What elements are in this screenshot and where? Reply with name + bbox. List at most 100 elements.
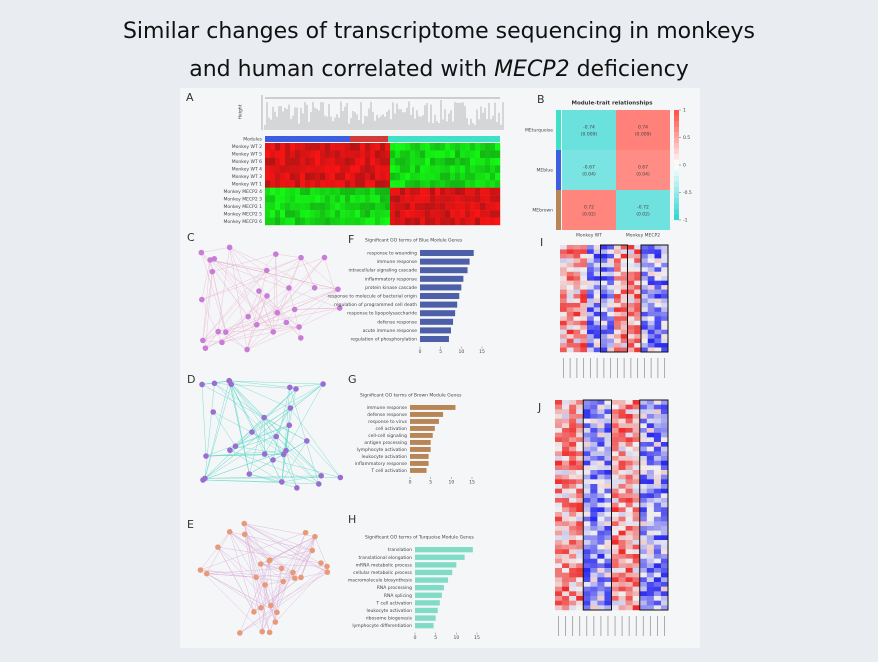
heatmap-cell: [646, 596, 655, 601]
heatmap-cell: [562, 451, 570, 457]
heatmap-cell: [555, 470, 563, 475]
network-edge: [229, 449, 319, 485]
heatmap-cell: [620, 316, 628, 321]
heatmap-cell: [460, 150, 466, 159]
heatmap-cell: [360, 195, 366, 203]
network-edge: [256, 257, 325, 325]
heatmap-cell: [410, 150, 416, 159]
sample-label: Monkey MECP2 5: [223, 211, 262, 217]
heatmap-cell: [465, 210, 471, 218]
heatmap-cell: [583, 577, 591, 583]
heatmap-cell: [625, 456, 633, 461]
network-node: [211, 380, 218, 387]
heatmap-cell: [360, 172, 366, 181]
heatmap-cell: [573, 280, 581, 286]
heatmap-cell: [639, 460, 648, 466]
network-edge: [249, 459, 274, 475]
network-edge: [281, 408, 291, 482]
heatmap-cell: [590, 432, 598, 438]
heatmap-cell: [641, 280, 648, 286]
heatmap-cell: [641, 316, 648, 321]
heatmap-cell: [450, 217, 456, 226]
heatmap-cell: [583, 465, 591, 471]
heatmap-cell: [590, 409, 598, 415]
heatmap-cell: [660, 558, 669, 564]
heatmap-cell: [618, 512, 626, 517]
heatmap-cell: [375, 172, 381, 181]
heatmap-cell: [590, 465, 598, 471]
heatmap-cell: [604, 577, 612, 583]
heatmap-cell: [583, 460, 591, 466]
heatmap-cell: [576, 470, 584, 475]
scale-step: [674, 115, 679, 122]
heatmap-cell: [583, 488, 591, 494]
heatmap-cell: [611, 437, 619, 443]
heatmap-cell: [555, 591, 563, 597]
heatmap-cell: [653, 423, 662, 429]
heatmap-cell: [625, 572, 633, 578]
heatmap-cell: [400, 143, 406, 151]
heatmap-cell: [435, 172, 441, 181]
heatmap-cell: [661, 294, 669, 299]
heatmap-cell: [614, 302, 621, 308]
heatmap-cell: [555, 498, 563, 503]
heatmap-cell: [280, 195, 286, 203]
heatmap-cell: [604, 437, 612, 443]
heatmap-cell: [632, 484, 640, 489]
heatmap-cell: [597, 493, 605, 499]
heatmap-cell: [632, 474, 640, 480]
network-edge: [260, 564, 266, 585]
heatmap-cell: [390, 180, 396, 188]
heatmap-cell: [661, 316, 669, 321]
heatmap-cell: [270, 172, 276, 181]
heatmap-cell: [618, 437, 626, 443]
heatmap-cell: [375, 180, 381, 188]
heatmap-cell: [587, 249, 594, 255]
heatmap-cell: [285, 157, 291, 166]
go-bar: [415, 562, 457, 568]
heatmap-cell: [475, 187, 481, 196]
heatmap-cell: [495, 143, 501, 151]
heatmap-cell: [611, 596, 619, 601]
heatmap-cell: [597, 596, 605, 601]
heatmap-cell: [597, 432, 605, 438]
network-edge: [244, 523, 262, 608]
heatmap-cell: [320, 172, 326, 181]
heatmap-cell: [576, 474, 584, 480]
heatmap-cell: [335, 180, 341, 188]
heatmap-cell: [275, 187, 281, 196]
heatmap-cell: [661, 276, 669, 281]
heatmap-cell: [305, 172, 311, 181]
heatmap-cell: [625, 563, 633, 569]
heatmap-cell: [325, 202, 331, 211]
heatmap-cell: [562, 456, 570, 461]
heatmap-cell: [641, 276, 648, 281]
heatmap-cell: [425, 195, 431, 203]
heatmap-cell: [632, 507, 640, 513]
heatmap-cell: [305, 165, 311, 174]
heatmap-cell: [410, 195, 416, 203]
heatmap-cell: [600, 343, 608, 348]
heatmap-cell: [600, 334, 608, 339]
heatmap-cell: [569, 516, 577, 522]
heatmap-cell: [569, 568, 577, 573]
heatmap-cell: [653, 451, 662, 457]
heatmap-cell: [275, 157, 281, 166]
network-node: [298, 254, 304, 261]
network-node: [336, 305, 343, 311]
heatmap-cell: [562, 558, 570, 564]
heatmap-cell: [576, 456, 584, 461]
heatmap-cell: [440, 165, 446, 174]
heatmap-cell: [460, 172, 466, 181]
network-edge: [244, 534, 328, 573]
heatmap-cell: [576, 507, 584, 513]
go-term: protein kinase cascade: [365, 285, 417, 291]
heatmap-cell: [597, 586, 605, 592]
heatmap-cell: [632, 451, 640, 457]
heatmap-cell: [587, 267, 594, 272]
heatmap-cell: [625, 512, 633, 517]
heatmap-cell: [420, 210, 426, 218]
heatmap-cell: [375, 210, 381, 218]
heatmap-cell: [600, 253, 608, 259]
heatmap-cell: [614, 329, 621, 335]
